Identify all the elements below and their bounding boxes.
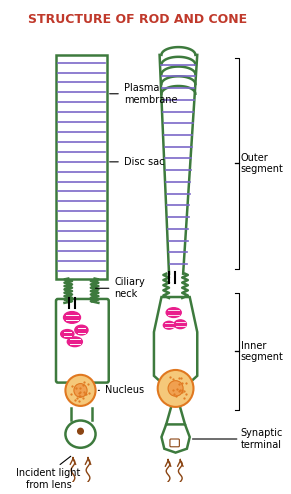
Text: Nucleus: Nucleus (98, 385, 144, 395)
Text: Incident light
from lens: Incident light from lens (16, 468, 81, 490)
Ellipse shape (166, 308, 181, 318)
Circle shape (78, 428, 83, 434)
Text: Outer
segment: Outer segment (241, 153, 283, 174)
Ellipse shape (63, 312, 81, 323)
Circle shape (158, 370, 194, 407)
Ellipse shape (163, 321, 175, 329)
Ellipse shape (174, 320, 187, 329)
Circle shape (74, 383, 87, 397)
Text: Disc sac: Disc sac (110, 157, 164, 167)
Ellipse shape (67, 337, 82, 347)
Ellipse shape (75, 325, 88, 335)
Text: STRUCTURE OF ROD AND CONE: STRUCTURE OF ROD AND CONE (28, 13, 247, 26)
Circle shape (168, 381, 183, 396)
Ellipse shape (61, 329, 74, 338)
Circle shape (65, 375, 95, 406)
Text: Plasma
membrane: Plasma membrane (110, 83, 177, 105)
Text: Ciliary
neck: Ciliary neck (95, 278, 145, 299)
Text: Synaptic
terminal: Synaptic terminal (241, 428, 283, 450)
Text: Inner
segment: Inner segment (241, 341, 283, 362)
